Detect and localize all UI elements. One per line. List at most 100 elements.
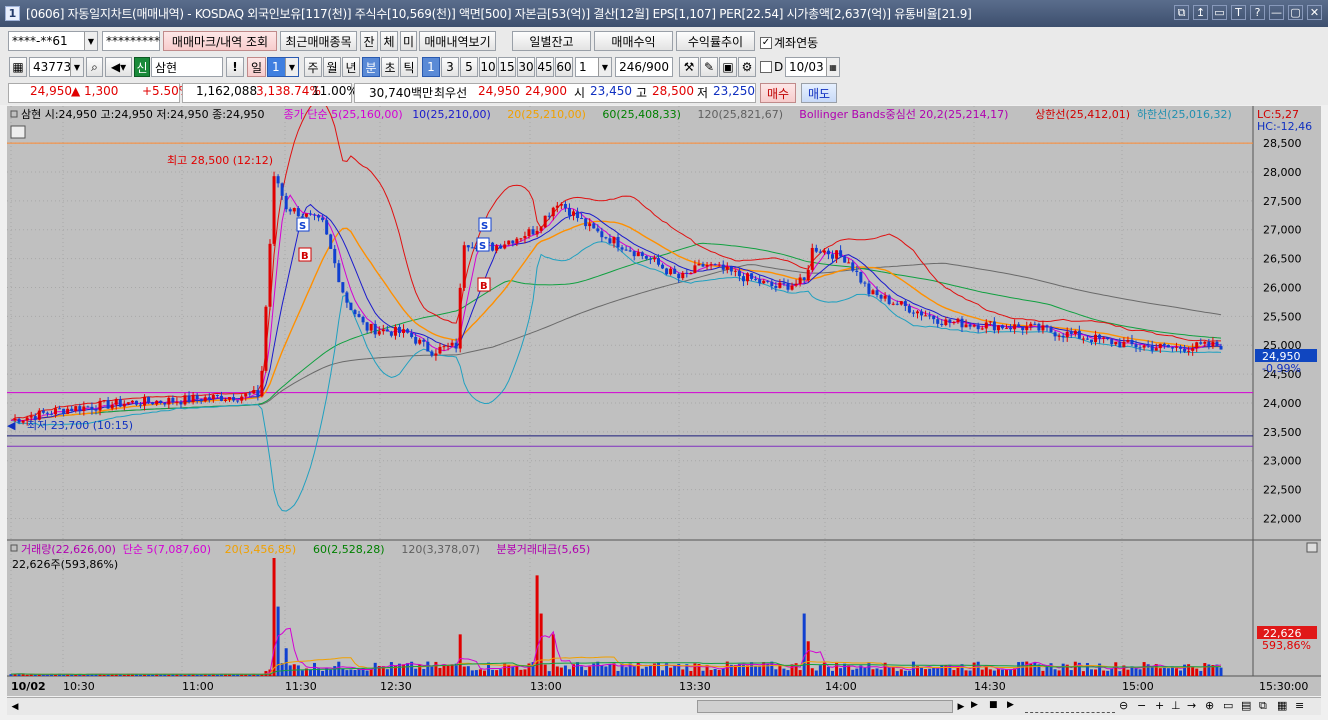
date-field[interactable]: 10/03 ▦: [785, 57, 840, 77]
recent-trades-button[interactable]: 최근매매종목: [280, 31, 357, 51]
volume-bar: [1199, 670, 1203, 676]
minimize-icon[interactable]: —: [1269, 5, 1284, 20]
interval-45-button[interactable]: 45: [536, 57, 554, 77]
scroll-thumb[interactable]: [697, 700, 953, 713]
interval-select[interactable]: 1 ▼: [575, 57, 612, 77]
date-checkbox[interactable]: D: [760, 60, 783, 74]
play-icon[interactable]: ▶: [971, 700, 978, 710]
account-link-checkbox[interactable]: ✓ 계좌연동: [760, 34, 818, 51]
chevron-down-icon[interactable]: ▼: [285, 58, 298, 76]
volume-bar: [345, 670, 349, 676]
sound-icon[interactable]: ◀▾: [105, 57, 132, 77]
volume-bar: [956, 667, 960, 676]
candle-body: [418, 339, 422, 344]
candle-body: [713, 264, 717, 266]
draw-tool-icon[interactable]: ✎: [700, 57, 718, 77]
list-icon[interactable]: ≡: [1295, 699, 1305, 712]
volume-bar: [721, 668, 725, 676]
chevron-down-icon[interactable]: ▼: [84, 32, 97, 50]
table-toggle-icon[interactable]: [10, 125, 26, 139]
buy-button[interactable]: 매수: [760, 83, 796, 103]
period-month-button[interactable]: 월: [323, 57, 341, 77]
sell-button[interactable]: 매도: [801, 83, 837, 103]
chevron-down-icon[interactable]: ▼: [70, 58, 83, 76]
candle-body: [940, 323, 944, 326]
code-search-icon[interactable]: ▦: [9, 57, 27, 77]
period-year-button[interactable]: 년: [342, 57, 360, 77]
zoom-in-icon[interactable]: ⊕: [1205, 699, 1215, 712]
panel-icon[interactable]: ▤: [1241, 699, 1252, 712]
candle-body: [1126, 339, 1130, 342]
candle-body: [385, 329, 389, 332]
grid-icon[interactable]: ▦: [1277, 699, 1288, 712]
filled-button[interactable]: 체: [380, 31, 398, 51]
volume-bar: [223, 673, 227, 676]
period-second-button[interactable]: 초: [381, 57, 399, 77]
unfilled-button[interactable]: 미: [400, 31, 417, 51]
chevron-down-icon[interactable]: ▼: [598, 58, 611, 76]
help-icon[interactable]: ?: [1250, 5, 1265, 20]
volume-bar: [693, 663, 697, 676]
interval-60-button[interactable]: 60: [555, 57, 573, 77]
trade-mark-query-button[interactable]: 매매마크/내역 조회: [163, 31, 277, 51]
volume-bar: [74, 674, 78, 676]
window-font-icon[interactable]: T: [1231, 5, 1246, 20]
calendar-icon[interactable]: ▦: [826, 58, 839, 76]
window-frame-icon[interactable]: ▭: [1212, 5, 1227, 20]
scroll-left-icon[interactable]: ◀: [11, 701, 19, 712]
interval-10-button[interactable]: 10: [479, 57, 497, 77]
layout-icon[interactable]: ▭: [1223, 699, 1234, 712]
password-field[interactable]: *********: [102, 31, 160, 51]
chart-scrollbar[interactable]: ◀ ▶ ▶ ■ ▶ ⊖ − + ⊥ → ⊕ ▭ ▤ ⧉ ▦ ≡: [7, 697, 1321, 715]
fit-icon[interactable]: ⊥: [1171, 699, 1181, 712]
candle-body: [972, 325, 976, 327]
balance-button[interactable]: 잔: [360, 31, 378, 51]
stock-name-field[interactable]: 삼현: [151, 57, 223, 77]
period-week-button[interactable]: 주: [304, 57, 322, 77]
trade-history-button[interactable]: 매매내역보기: [419, 31, 496, 51]
interval-15-button[interactable]: 15: [498, 57, 516, 77]
window-link-icon[interactable]: ⧉: [1174, 5, 1189, 20]
minus-icon[interactable]: −: [1137, 699, 1147, 712]
interval-3-button[interactable]: 3: [441, 57, 459, 77]
window-pin-icon[interactable]: ↥: [1193, 5, 1208, 20]
interval-1-button[interactable]: 1: [422, 57, 440, 77]
period-day-select[interactable]: 1 ▼: [267, 57, 299, 77]
stock-code-input[interactable]: 437730 ▼: [29, 57, 84, 77]
trade-profit-button[interactable]: 매매수익: [594, 31, 673, 51]
search-icon[interactable]: ⌕: [86, 57, 103, 77]
profit-trend-button[interactable]: 수익률추이: [676, 31, 755, 51]
pip-icon[interactable]: ⧉: [1259, 699, 1267, 712]
close-icon[interactable]: ✕: [1307, 5, 1322, 20]
alert-icon[interactable]: !: [226, 57, 244, 77]
stop-icon[interactable]: ■: [989, 700, 998, 710]
arrow-right-icon[interactable]: →: [1187, 699, 1197, 712]
save-icon[interactable]: ▣: [719, 57, 737, 77]
gear-icon[interactable]: ⚙: [738, 57, 756, 77]
checkbox-checked-icon[interactable]: ✓: [760, 36, 772, 49]
plus-icon[interactable]: +: [1155, 699, 1165, 712]
interval-30-button[interactable]: 30: [517, 57, 535, 77]
maximize-icon[interactable]: ▢: [1288, 5, 1303, 20]
next-icon[interactable]: ▶: [1007, 700, 1014, 710]
daily-balance-button[interactable]: 일별잔고: [512, 31, 591, 51]
volume-bar: [381, 666, 385, 676]
period-tick-button[interactable]: 틱: [400, 57, 418, 77]
bar-count-field[interactable]: 246/900: [615, 57, 673, 77]
zoom-out-icon[interactable]: ⊖: [1119, 699, 1129, 712]
checkbox-unchecked-icon[interactable]: [760, 61, 772, 73]
candle-body: [847, 262, 851, 264]
period-day-button[interactable]: 일: [247, 57, 266, 77]
candle-body: [353, 310, 357, 315]
period-minute-button[interactable]: 분: [362, 57, 380, 77]
scroll-right-icon[interactable]: ▶: [957, 701, 965, 712]
account-select[interactable]: ****-**61 ▼: [8, 31, 98, 51]
zoom-slider[interactable]: [1025, 700, 1115, 713]
settings-tool-icon[interactable]: ⚒: [679, 57, 699, 77]
panel-collapse-icon[interactable]: [1306, 542, 1318, 553]
candle-body: [867, 283, 871, 295]
volume-bar: [640, 668, 644, 676]
interval-5-button[interactable]: 5: [460, 57, 478, 77]
